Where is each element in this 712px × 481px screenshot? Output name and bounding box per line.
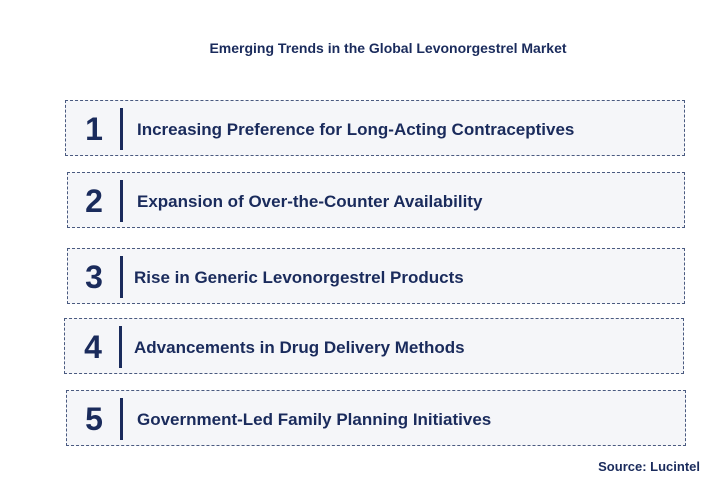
trend-item-1: 1 Increasing Preference for Long-Acting … <box>65 100 685 156</box>
page-title: Emerging Trends in the Global Levonorges… <box>209 40 567 56</box>
trend-number: 1 <box>85 111 103 147</box>
trend-item-4: 4 Advancements in Drug Delivery Methods <box>64 318 684 374</box>
trend-divider <box>119 326 122 368</box>
trend-number: 2 <box>85 183 103 219</box>
trend-item-2: 2 Expansion of Over-the-Counter Availabi… <box>67 172 685 228</box>
trend-label: Advancements in Drug Delivery Methods <box>134 338 465 357</box>
trend-divider <box>120 108 123 150</box>
trend-number: 4 <box>84 329 102 365</box>
source-note: Source: Lucintel <box>598 459 700 474</box>
trend-item-5: 5 Government-Led Family Planning Initiat… <box>66 390 686 446</box>
trend-label: Increasing Preference for Long-Acting Co… <box>137 120 575 139</box>
trend-divider <box>120 180 123 222</box>
trend-label: Expansion of Over-the-Counter Availabili… <box>137 192 483 211</box>
trend-divider <box>120 256 123 298</box>
trend-number: 5 <box>85 401 103 437</box>
trend-label: Rise in Generic Levonorgestrel Products <box>134 268 464 287</box>
trend-label: Government-Led Family Planning Initiativ… <box>137 410 492 429</box>
trend-divider <box>120 398 123 440</box>
trend-item-3: 3 Rise in Generic Levonorgestrel Product… <box>67 248 685 304</box>
trend-number: 3 <box>85 259 103 295</box>
